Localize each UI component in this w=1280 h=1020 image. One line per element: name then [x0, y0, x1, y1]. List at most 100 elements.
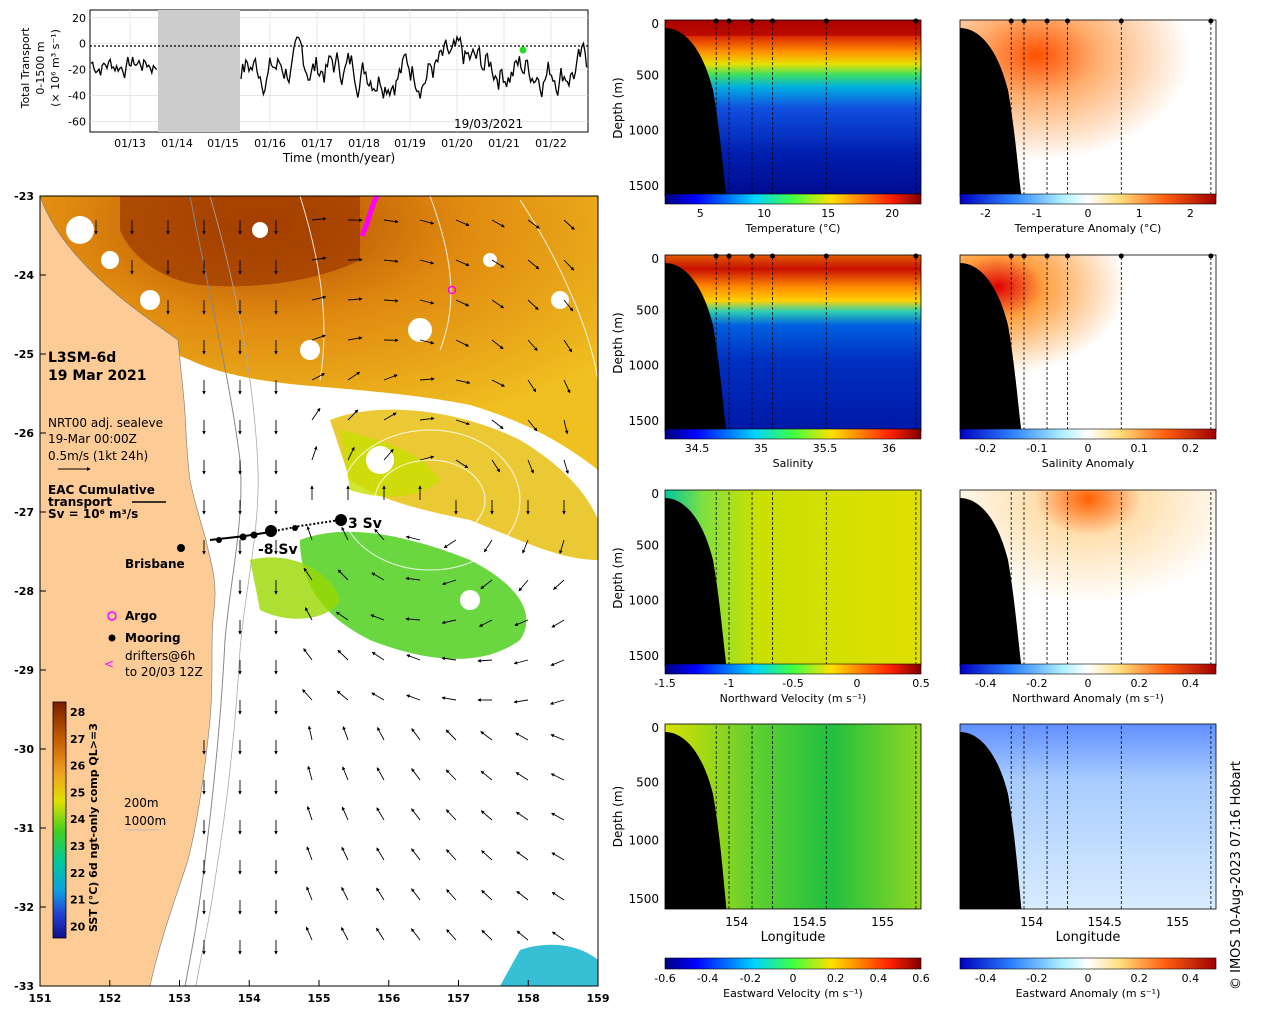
ts-xtick-label: 01/18	[348, 137, 380, 150]
colorbar-tick-label: -1	[1031, 207, 1042, 220]
section-lon-tick-label: 155	[1166, 915, 1189, 929]
timeseries-x-ticks: 01/13 01/14 01/15 01/16 01/17 01/18 01/19 01/20…	[114, 137, 567, 150]
ts-xtick-label: 01/19	[394, 137, 426, 150]
mooring-top-dot	[1118, 18, 1124, 24]
lon-tick-label: 158	[517, 992, 540, 1005]
depth-tick-label: 500	[636, 303, 659, 317]
australia-land	[40, 196, 216, 986]
velocity-arrow	[311, 295, 327, 301]
velocity-arrow	[480, 731, 493, 741]
section-lon-tick-label: 154	[725, 915, 748, 929]
velocity-arrow	[419, 219, 435, 225]
ts-xtick-label: 01/14	[161, 137, 193, 150]
lon-tick-label: 157	[447, 992, 470, 1005]
section-panel-0-1: -2 -1 0 1 2 Temperature Anomaly (°C)	[959, 18, 1217, 235]
credit-label: © IMOS 10-Aug-2023 07:16 Hobart	[1229, 761, 1244, 990]
sst-cbar-tick-label: 20	[70, 920, 86, 933]
colorbar-tick-label: -0.2	[1026, 972, 1047, 985]
seafloor-mask	[960, 28, 1022, 196]
depth-tick-label: 1000	[628, 124, 659, 138]
mooring-top-dot	[1008, 18, 1014, 24]
colorbar-tick-label: -0.6	[654, 972, 675, 985]
velocity-arrow	[491, 379, 506, 387]
colorbar-tick-label: 0.1	[1130, 442, 1148, 455]
colorbar-tick-label: 0.2	[827, 972, 845, 985]
velocity-arrow	[527, 299, 539, 311]
ts-ytick-label: -60	[68, 116, 86, 129]
depth-tick-label: 0	[651, 252, 659, 266]
velocity-arrow	[478, 619, 493, 627]
velocity-arrow	[443, 539, 457, 548]
velocity-arrow	[405, 535, 421, 541]
mooring-top-dot	[1208, 18, 1214, 24]
lat-tick-label: -29	[14, 664, 34, 677]
velocity-arrow	[347, 409, 359, 421]
velocity-arrow	[347, 446, 355, 461]
section-panel-0-0: 5 10 15 20 Temperature (°C) 0 500 1000 1500 Depth…	[611, 17, 922, 235]
velocity-arrow	[445, 729, 457, 741]
ts-xtick-label: 01/16	[254, 137, 286, 150]
colorbar-tick-label: 34.5	[685, 442, 710, 455]
velocity-arrow	[516, 851, 529, 861]
velocity-arrow	[513, 699, 529, 704]
section-lon-tick-label: 155	[871, 915, 894, 929]
velocity-arrow	[347, 371, 361, 381]
sst-cbar-tick-label: 28	[70, 706, 85, 719]
velocity-arrow	[370, 614, 385, 621]
velocity-arrow	[303, 648, 313, 661]
timeseries-x-label: Time (month/year)	[282, 151, 395, 165]
colorbar-tick-label: 0	[790, 972, 797, 985]
seafloor-mask	[665, 28, 727, 196]
ts-xtick-label: 01/20	[441, 137, 473, 150]
velocity-arrow	[383, 259, 399, 263]
mooring-markers	[177, 514, 347, 552]
legend-argo-label: Argo	[125, 609, 157, 623]
velocity-arrow	[514, 619, 529, 626]
velocity-arrow	[481, 850, 493, 861]
sea-level-contours	[299, 196, 598, 571]
colorbar-tick-label: 15	[821, 207, 835, 220]
sst-cool-patch	[500, 944, 598, 986]
velocity-arrow	[551, 931, 565, 941]
velocity-arrow	[481, 929, 493, 941]
lon-tick-label: 152	[98, 992, 121, 1005]
velocity-arrow	[491, 419, 504, 430]
depth-tick-label: 1000	[628, 594, 659, 608]
velocity-arrow	[516, 890, 529, 901]
velocity-arrow	[411, 808, 421, 821]
mooring-top-dot	[1021, 18, 1027, 24]
velocity-arrow	[419, 259, 435, 265]
surface-warm-layer	[665, 20, 921, 36]
timeseries-y-ticks: 20 0 -20 -40 -60	[68, 12, 86, 129]
velocity-arrow	[419, 416, 435, 421]
velocity-arrow	[455, 299, 470, 307]
depth-tick-label: 1000	[628, 834, 659, 848]
velocity-arrow	[306, 526, 313, 541]
velocity-arrow	[563, 299, 574, 312]
depth-axis-label: Depth (m)	[611, 312, 625, 373]
depth-tick-label: 1500	[628, 414, 659, 428]
mooring-top-dot	[1021, 253, 1027, 259]
velocity-arrow	[307, 725, 313, 741]
section-colorbar	[664, 957, 922, 970]
mooring-top-dot	[749, 18, 755, 24]
velocity-arrow	[336, 690, 349, 701]
velocity-arrow	[527, 259, 540, 270]
section-frame	[664, 723, 922, 910]
sst-cbar-tick-label: 23	[70, 840, 85, 853]
velocity-arrow	[311, 373, 326, 381]
colorbar-label: Northward Anomaly (m s⁻¹)	[1012, 692, 1164, 705]
velocity-arrow	[563, 339, 572, 353]
velocity-arrow	[491, 459, 500, 473]
map-title-product: L3SM-6d	[48, 350, 116, 366]
seafloor-mask	[960, 732, 1022, 909]
section-colorbar	[664, 193, 922, 205]
velocity-arrow	[553, 579, 565, 590]
velocity-arrow	[406, 654, 421, 661]
velocity-arrow	[376, 807, 385, 821]
legend-argo-icon	[107, 611, 117, 621]
velocity-arrow	[455, 379, 471, 385]
velocity-arrow	[480, 770, 493, 781]
velocity-arrow	[411, 848, 421, 861]
